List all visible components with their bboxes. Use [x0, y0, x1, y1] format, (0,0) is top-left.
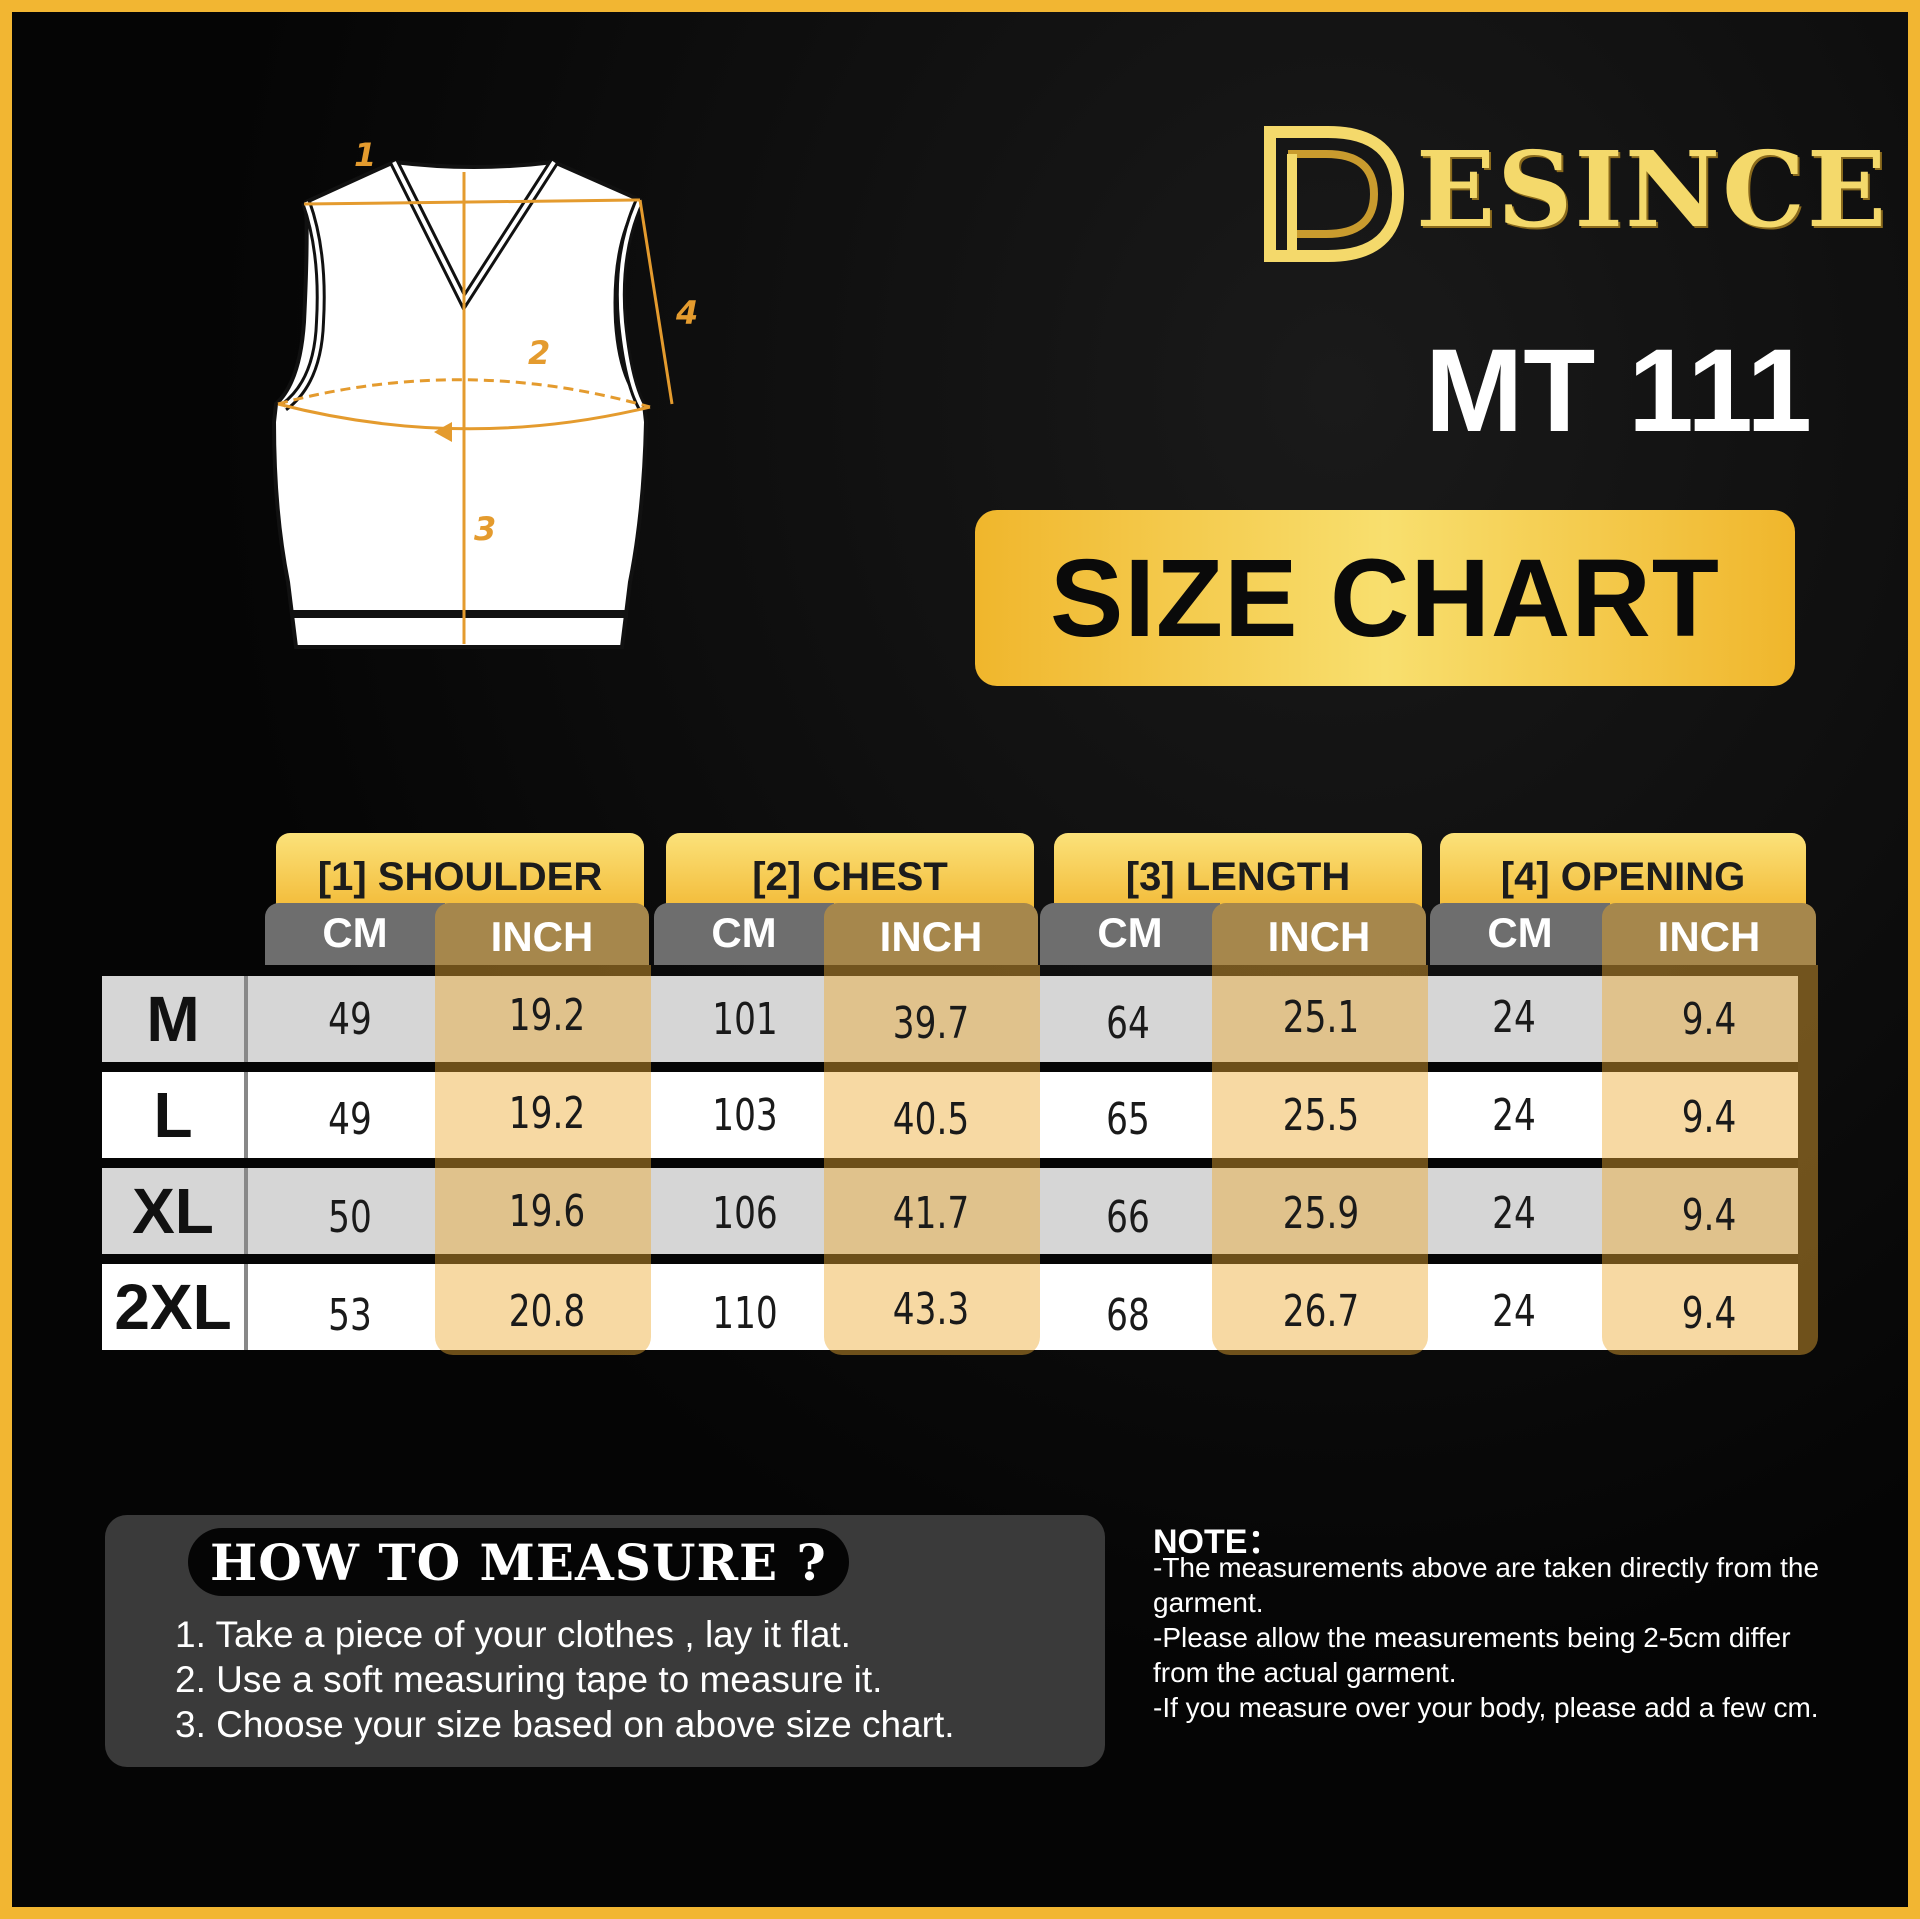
table-cell: 24 — [1492, 991, 1536, 1043]
size-chart-banner: SIZE CHART — [975, 510, 1795, 686]
table-cell: 9.4 — [1681, 1091, 1737, 1143]
table-cell: 40.5 — [892, 1093, 970, 1145]
model-number: MT 111 — [1424, 325, 1812, 457]
table-cell: 101 — [712, 993, 778, 1045]
size-label: M — [102, 976, 248, 1062]
note-line: -The measurements above are taken direct… — [1153, 1552, 1820, 1618]
table-cell: 50 — [328, 1191, 372, 1243]
unit-cm: CM — [1040, 903, 1220, 965]
note-line: -Please allow the measurements being 2-5… — [1153, 1622, 1791, 1688]
table-cell: 19.2 — [508, 989, 586, 1041]
measure-step: 2. Use a soft measuring tape to measure … — [175, 1659, 883, 1700]
table-cell: 19.2 — [508, 1087, 586, 1139]
table-cell: 64 — [1106, 997, 1150, 1049]
table-cell: 41.7 — [892, 1187, 970, 1239]
size-label: 2XL — [102, 1264, 248, 1350]
banner-title: SIZE CHART — [1050, 536, 1720, 660]
table-cell: 20.8 — [508, 1285, 586, 1337]
mark-3: 3 — [474, 510, 496, 548]
size-table: [1] SHOULDER [2] CHEST [3] LENGTH [4] OP… — [102, 833, 1818, 1355]
mark-1: 1 — [354, 136, 376, 174]
inch-column-shoulder — [435, 965, 651, 1355]
brand-logo: ESINCE — [1258, 124, 1886, 264]
table-cell: 39.7 — [892, 997, 970, 1049]
table-cell: 49 — [328, 1093, 372, 1145]
table-cell: 53 — [328, 1289, 372, 1341]
table-cell: 106 — [712, 1187, 778, 1239]
table-cell: 103 — [712, 1089, 778, 1141]
table-cell: 66 — [1106, 1191, 1150, 1243]
table-cell: 24 — [1492, 1285, 1536, 1337]
table-cell: 25.9 — [1282, 1187, 1360, 1239]
brand-d-icon — [1264, 126, 1405, 262]
table-cell: 9.4 — [1681, 993, 1737, 1045]
unit-cm: CM — [1430, 903, 1610, 965]
size-label: L — [102, 1072, 248, 1158]
row-separator — [102, 1158, 1798, 1168]
how-to-measure-title: HOW TO MEASURE ? — [188, 1528, 849, 1596]
table-cell: 25.5 — [1282, 1089, 1360, 1141]
unit-inch: INCH — [1212, 903, 1426, 965]
table-cell: 110 — [712, 1287, 778, 1339]
mark-2: 2 — [528, 334, 550, 372]
inch-column-length — [1212, 965, 1428, 1355]
table-cell: 68 — [1106, 1289, 1150, 1341]
table-cell: 24 — [1492, 1089, 1536, 1141]
note-title: NOTE： — [1153, 1523, 1282, 1561]
row-band-2xl — [102, 1264, 1798, 1350]
unit-inch: INCH — [824, 903, 1038, 965]
table-cell: 26.7 — [1282, 1285, 1360, 1337]
inch-column-opening — [1602, 965, 1818, 1355]
table-cell: 65 — [1106, 1093, 1150, 1145]
unit-inch: INCH — [1602, 903, 1816, 965]
table-cell: 25.1 — [1282, 991, 1360, 1043]
measure-step: 1. Take a piece of your clothes , lay it… — [175, 1614, 851, 1655]
measure-step: 3. Choose your size based on above size … — [175, 1704, 955, 1745]
unit-cm: CM — [654, 903, 834, 965]
unit-cm: CM — [265, 903, 445, 965]
table-cell: 24 — [1492, 1187, 1536, 1239]
row-separator — [102, 1254, 1798, 1264]
vest-diagram: 1 2 3 4 — [244, 132, 704, 672]
note-line: -If you measure over your body, please a… — [1153, 1692, 1819, 1723]
table-cell: 43.3 — [892, 1283, 970, 1335]
table-cell: 19.6 — [508, 1185, 586, 1237]
brand-name: ESINCE — [1416, 128, 1889, 251]
unit-inch: INCH — [435, 903, 649, 965]
row-band-l — [102, 1072, 1798, 1158]
table-cell: 9.4 — [1681, 1189, 1737, 1241]
inch-column-chest — [824, 965, 1040, 1355]
size-label: XL — [102, 1168, 248, 1254]
table-cell: 9.4 — [1681, 1287, 1737, 1339]
row-band-xl — [102, 1168, 1798, 1254]
table-cell: 49 — [328, 993, 372, 1045]
row-band-m — [102, 976, 1798, 1062]
mark-4: 4 — [675, 294, 698, 332]
row-separator — [102, 1062, 1798, 1072]
